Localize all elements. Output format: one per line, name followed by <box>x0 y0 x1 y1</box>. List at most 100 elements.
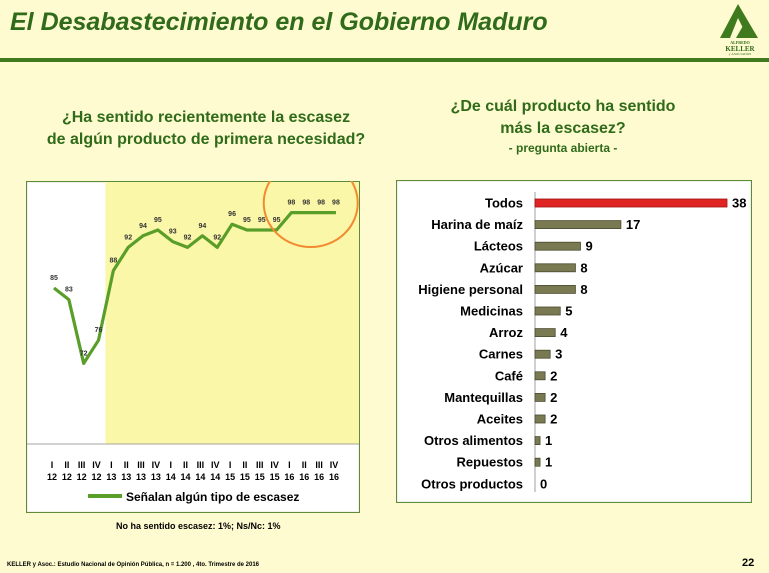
keller-logo: ALFREDO KELLER y ASOCIADOS <box>720 4 758 56</box>
highlight-region <box>105 182 359 444</box>
left-footnote: No ha sentido escasez: 1%; Ns/Nc: 1% <box>116 521 281 531</box>
bar-value-label: 3 <box>555 347 562 362</box>
bar-value-label: 0 <box>540 476 547 491</box>
data-label: 98 <box>332 200 340 207</box>
data-label: 88 <box>109 258 117 265</box>
data-label: 72 <box>80 350 88 357</box>
data-label: 95 <box>258 217 266 224</box>
bar-value-label: 9 <box>585 239 592 254</box>
right-question-sub: - pregunta abierta - <box>508 141 618 155</box>
x-tick-quarter: IV <box>211 460 220 470</box>
x-tick-quarter: I <box>169 460 172 470</box>
bar-value-label: 5 <box>565 304 572 319</box>
bar-value-label: 1 <box>545 455 552 470</box>
bar-value-label: 17 <box>626 217 640 232</box>
data-label: 76 <box>95 327 103 334</box>
x-tick-quarter: I <box>51 460 54 470</box>
data-label: 95 <box>154 217 162 224</box>
x-tick-year: 13 <box>151 472 161 482</box>
data-label: 92 <box>213 234 221 241</box>
data-label: 94 <box>199 223 207 230</box>
legend-label: Señalan algún tipo de escasez <box>126 490 299 504</box>
x-tick-quarter: II <box>302 460 307 470</box>
x-tick-year: 15 <box>240 472 250 482</box>
left-question-line1: ¿Ha sentido recientemente la escasez <box>61 109 351 126</box>
bar <box>534 328 556 338</box>
category-label: Mantequillas <box>444 390 523 405</box>
bar-value-label: 8 <box>580 282 587 297</box>
x-tick-quarter: II <box>124 460 129 470</box>
bar <box>534 392 546 402</box>
x-tick-quarter: I <box>110 460 113 470</box>
bar <box>534 306 561 316</box>
x-tick-year: 13 <box>121 472 131 482</box>
x-tick-quarter: III <box>197 460 205 470</box>
x-tick-quarter: IV <box>270 460 279 470</box>
x-tick-quarter: III <box>315 460 323 470</box>
category-label: Arroz <box>489 325 523 340</box>
logo-triangle-icon <box>720 4 758 38</box>
category-label: Otros alimentos <box>424 433 523 448</box>
data-label: 98 <box>288 200 296 207</box>
logo-line1: ALFREDO <box>730 40 750 45</box>
x-tick-year: 14 <box>166 472 176 482</box>
x-tick-quarter: II <box>64 460 69 470</box>
data-label: 96 <box>228 211 236 218</box>
bar-chart-frame <box>396 180 752 503</box>
category-label: Azúcar <box>480 260 523 275</box>
bar-value-label: 4 <box>560 325 568 340</box>
category-label: Higiene personal <box>418 282 523 297</box>
data-label: 98 <box>302 200 310 207</box>
x-tick-year: 12 <box>92 472 102 482</box>
data-label: 92 <box>124 234 132 241</box>
x-tick-year: 16 <box>284 472 294 482</box>
x-tick-year: 16 <box>329 472 339 482</box>
x-tick-quarter: IV <box>92 460 101 470</box>
logo-line2: KELLER <box>725 45 755 53</box>
highlight-circle <box>262 181 359 248</box>
x-tick-year: 16 <box>314 472 324 482</box>
bar <box>534 436 541 446</box>
category-label: Otros productos <box>421 476 523 491</box>
bar <box>534 241 581 251</box>
x-tick-year: 15 <box>225 472 235 482</box>
right-question-line2: más la escasez? <box>500 120 626 137</box>
x-tick-year: 15 <box>255 472 265 482</box>
bar <box>534 285 576 294</box>
bar-value-label: 1 <box>545 433 552 448</box>
x-tick-quarter: II <box>183 460 188 470</box>
bar-value-label: 2 <box>550 412 557 427</box>
slide-title: El Desabastecimiento en el Gobierno Madu… <box>10 8 548 36</box>
data-label: 93 <box>169 229 177 236</box>
x-tick-year: 12 <box>47 472 57 482</box>
line-chart: 85 83 72 76 88 92 94 95 93 92 94 92 96 95 95 95 98 98 98 98… <box>26 181 360 513</box>
x-tick-year: 15 <box>270 472 280 482</box>
x-tick-quarter: II <box>242 460 247 470</box>
bar <box>534 198 728 208</box>
category-label: Todos <box>485 196 523 211</box>
title-rule <box>0 58 769 62</box>
x-tick-quarter: III <box>137 460 145 470</box>
bar <box>534 220 622 229</box>
bar <box>534 349 551 359</box>
data-label: 85 <box>50 275 58 282</box>
x-tick-year: 14 <box>210 472 220 482</box>
x-tick-quarter: IV <box>152 460 161 470</box>
x-tick-quarter: III <box>256 460 264 470</box>
x-tick-quarter: I <box>288 460 291 470</box>
data-label: 95 <box>243 217 251 224</box>
x-tick-year: 12 <box>77 472 87 482</box>
category-label: Carnes <box>479 347 523 362</box>
bar <box>534 457 541 467</box>
right-question: ¿De cuál producto ha sentido más la esca… <box>415 96 711 156</box>
category-label: Aceites <box>477 412 523 427</box>
bar-value-label: 2 <box>550 368 557 383</box>
x-tick-year: 12 <box>62 472 72 482</box>
source-note: KELLER y Asoc.: Estudio Nacional de Opin… <box>7 562 260 568</box>
bar <box>534 263 576 273</box>
series-line <box>53 211 336 365</box>
data-label: 94 <box>139 223 147 230</box>
bar-value-label: 8 <box>580 260 587 275</box>
x-tick-year: 14 <box>181 472 191 482</box>
